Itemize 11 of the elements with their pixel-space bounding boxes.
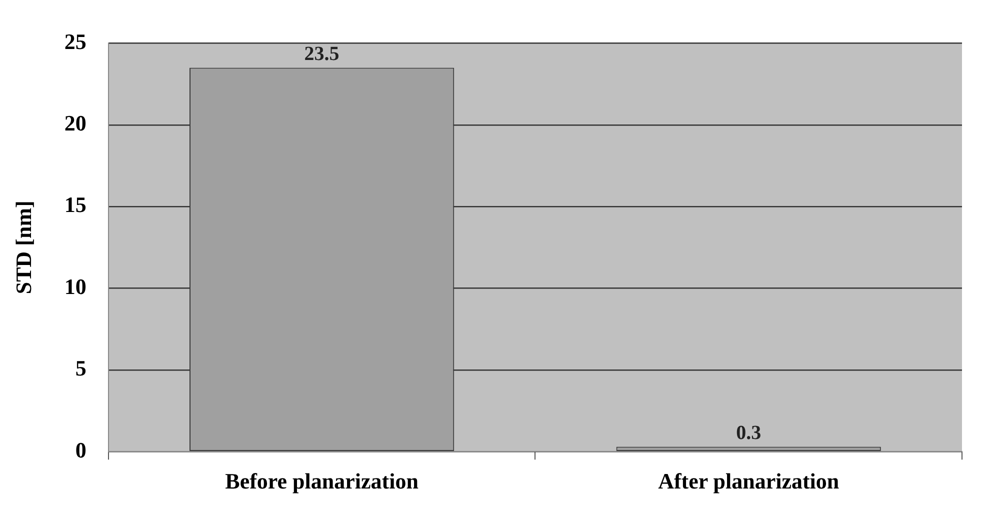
x-tick-label: Before planarization [225, 468, 418, 494]
y-tick-label: 5 [75, 356, 86, 381]
y-tick-label: 0 [75, 437, 86, 462]
y-tick-label: 15 [64, 192, 86, 218]
x-tick-label: After planarization [658, 468, 840, 494]
y-axis-title: STD [nm] [10, 200, 36, 294]
y-tick-label: 20 [64, 110, 86, 136]
y-tick-label: 25 [64, 28, 86, 54]
data-label: 0.3 [736, 422, 762, 444]
data-label: 23.5 [304, 42, 340, 65]
y-tick-label: 10 [64, 274, 86, 299]
